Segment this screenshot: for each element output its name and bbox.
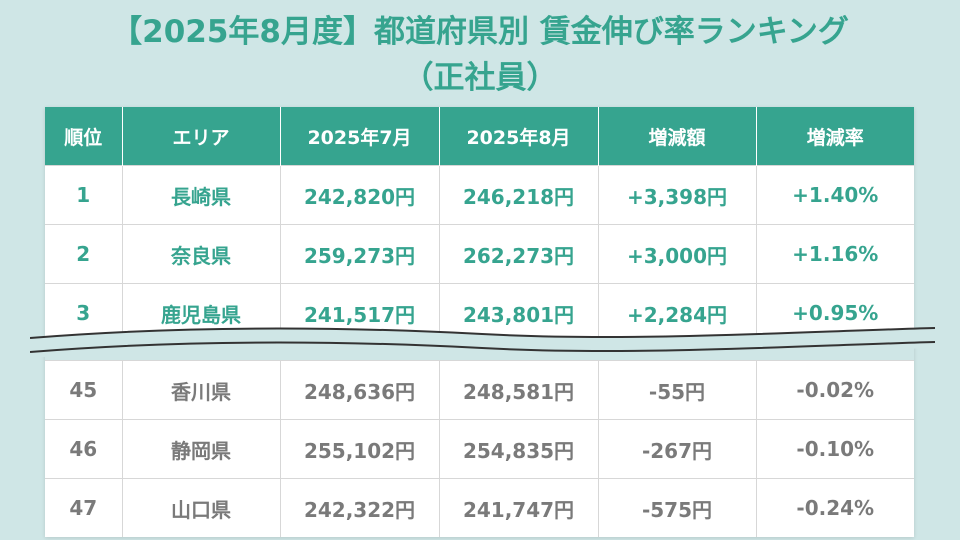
cell-rate: -0.24% (756, 478, 914, 537)
cell-diff: -267円 (598, 419, 757, 479)
header-rate: 増減率 (756, 107, 914, 166)
cell-july: 255,102円 (280, 419, 440, 479)
header-july: 2025年7月 (280, 107, 440, 166)
cell-area: 奈良県 (122, 224, 281, 284)
cell-july: 241,517円 (280, 283, 440, 342)
cell-rank: 1 (45, 165, 123, 225)
table-header-row: 順位 エリア 2025年7月 2025年8月 増減額 増減率 (45, 107, 914, 166)
table-row: 1 長崎県 242,820円 246,218円 +3,398円 +1.40% (45, 165, 914, 225)
cell-rank: 47 (45, 478, 123, 537)
table-row: 47 山口県 242,322円 241,747円 -575円 -0.24% (45, 478, 914, 537)
cell-diff: +2,284円 (598, 283, 757, 342)
cell-rate: +1.16% (756, 224, 914, 284)
cell-august: 243,801円 (439, 283, 599, 342)
cell-area: 香川県 (122, 360, 281, 420)
cell-august: 241,747円 (439, 478, 599, 537)
table-break-row (45, 342, 914, 361)
cell-diff: +3,398円 (598, 165, 757, 225)
cell-july: 259,273円 (280, 224, 440, 284)
page-subtitle: （正社員） (402, 60, 558, 96)
table-row: 46 静岡県 255,102円 254,835円 -267円 -0.10% (45, 419, 914, 479)
cell-august: 248,581円 (439, 360, 599, 420)
cell-august: 262,273円 (439, 224, 599, 284)
cell-august: 246,218円 (439, 165, 599, 225)
cell-diff: -55円 (598, 360, 757, 420)
cell-rank: 46 (45, 419, 123, 479)
table-row: 45 香川県 248,636円 248,581円 -55円 -0.02% (45, 360, 914, 420)
cell-july: 242,322円 (280, 478, 440, 537)
page-title: 【2025年8月度】都道府県別 賃金伸び率ランキング (111, 14, 849, 50)
header-august: 2025年8月 (439, 107, 599, 166)
header-area: エリア (122, 107, 281, 166)
cell-july: 242,820円 (280, 165, 440, 225)
cell-area: 山口県 (122, 478, 281, 537)
header-diff: 増減額 (598, 107, 757, 166)
ranking-table: 順位 エリア 2025年7月 2025年8月 増減額 増減率 1 長崎県 242… (45, 107, 914, 537)
cell-rank: 3 (45, 283, 123, 342)
cell-rate: -0.10% (756, 419, 914, 479)
cell-diff: -575円 (598, 478, 757, 537)
table-row: 3 鹿児島県 241,517円 243,801円 +2,284円 +0.95% (45, 283, 914, 342)
cell-area: 長崎県 (122, 165, 281, 225)
cell-july: 248,636円 (280, 360, 440, 420)
header-rank: 順位 (45, 107, 123, 166)
cell-rank: 2 (45, 224, 123, 284)
cell-area: 静岡県 (122, 419, 281, 479)
cell-rank: 45 (45, 360, 123, 420)
cell-area: 鹿児島県 (122, 283, 281, 342)
cell-diff: +3,000円 (598, 224, 757, 284)
cell-rate: +1.40% (756, 165, 914, 225)
cell-august: 254,835円 (439, 419, 599, 479)
table-row: 2 奈良県 259,273円 262,273円 +3,000円 +1.16% (45, 224, 914, 284)
cell-rate: +0.95% (756, 283, 914, 342)
cell-rate: -0.02% (756, 360, 914, 420)
